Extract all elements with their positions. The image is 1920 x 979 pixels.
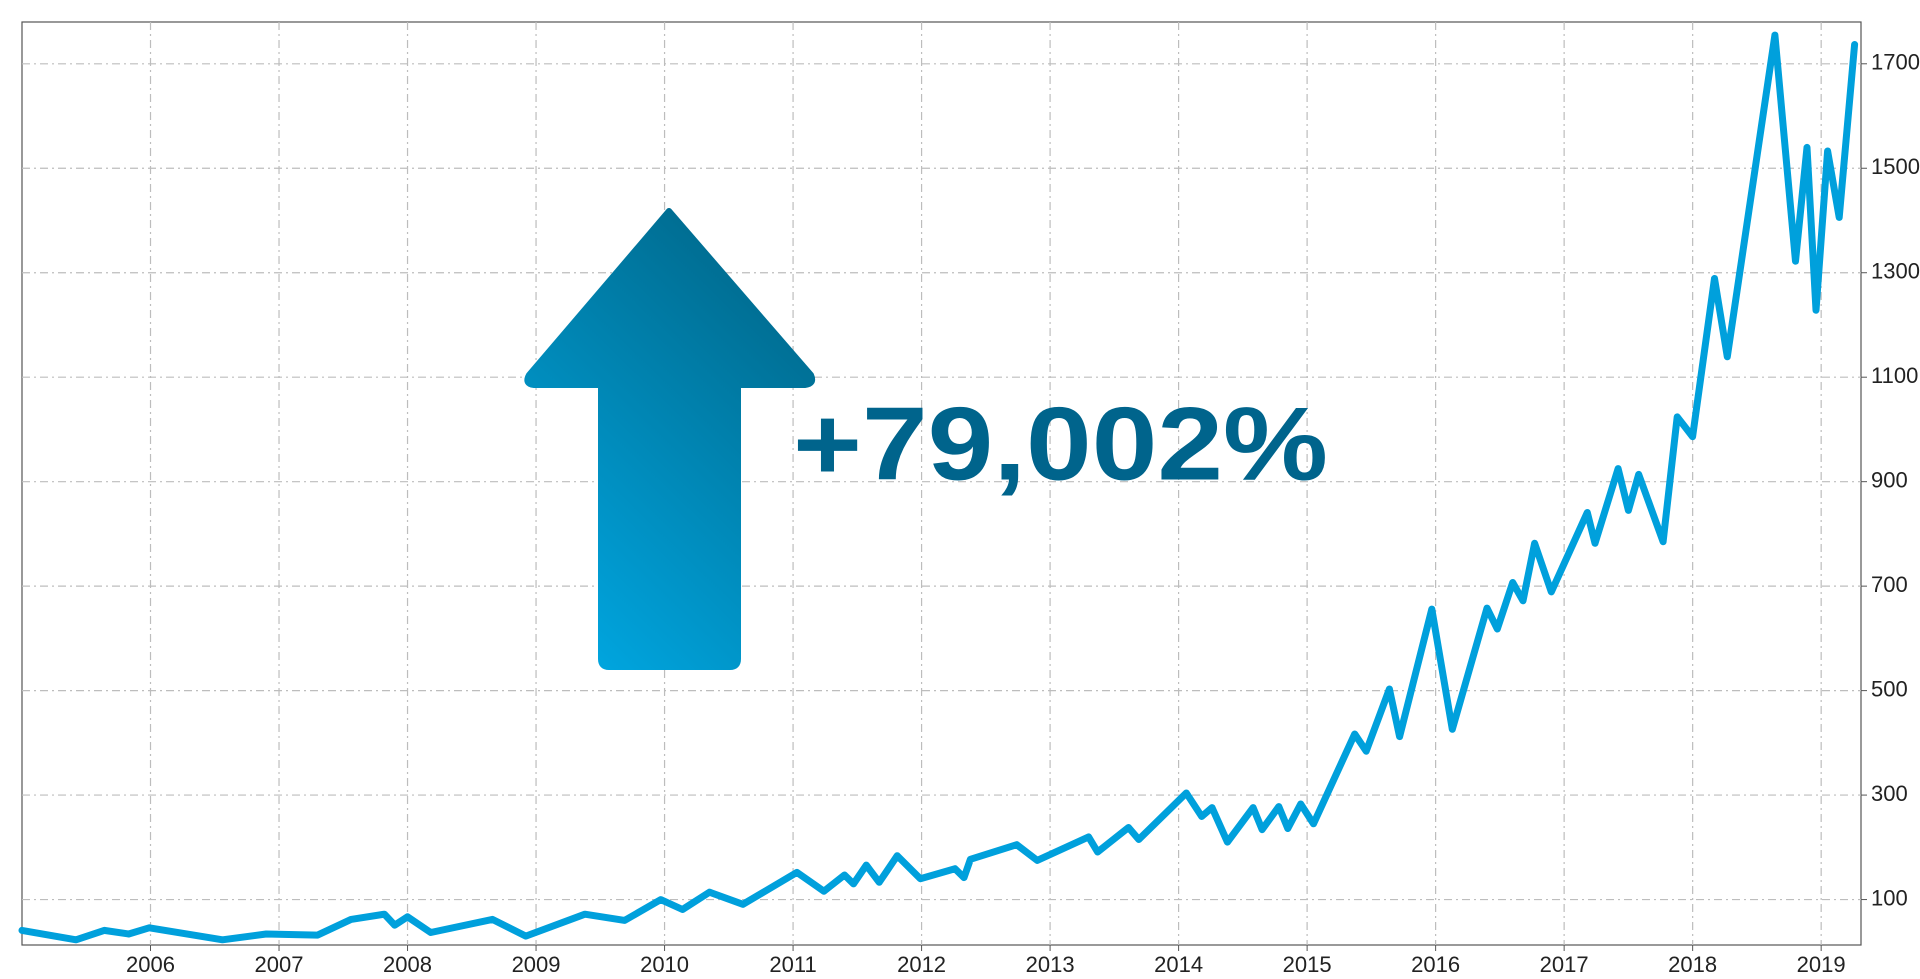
y-tick-label: 500 — [1871, 676, 1908, 701]
x-tick-label: 2019 — [1797, 952, 1846, 977]
x-tick-label: 2006 — [126, 952, 175, 977]
y-tick-label: 1300 — [1871, 259, 1920, 284]
x-tick-label: 2018 — [1668, 952, 1717, 977]
y-tick-label: 1100 — [1871, 363, 1918, 388]
x-tick-label: 2015 — [1283, 952, 1332, 977]
up-arrow — [524, 208, 816, 670]
price-line — [18, 31, 1859, 944]
y-tick-label: 100 — [1871, 885, 1908, 910]
plot-frame — [21, 21, 1862, 946]
x-tick-label: 2014 — [1154, 952, 1203, 977]
y-tick-label: 900 — [1871, 467, 1908, 492]
y-tick-label: 1700 — [1871, 50, 1920, 75]
x-tick-label: 2009 — [512, 952, 561, 977]
y-tick-label: 300 — [1871, 781, 1908, 806]
x-tick-label: 2013 — [1026, 952, 1075, 977]
annotation: +79,002% — [793, 386, 1328, 502]
x-tick-label: 2008 — [383, 952, 432, 977]
x-tick-label: 2007 — [255, 952, 304, 977]
y-tick-label: 1500 — [1871, 154, 1920, 179]
x-tick-label: 2017 — [1540, 952, 1589, 977]
x-tick-label: 2010 — [640, 952, 689, 977]
y-tick-label: 700 — [1871, 572, 1908, 597]
x-tick-label: 2012 — [897, 952, 946, 977]
x-tick-label: 2016 — [1411, 952, 1460, 977]
x-tick-label: 2011 — [769, 952, 816, 977]
